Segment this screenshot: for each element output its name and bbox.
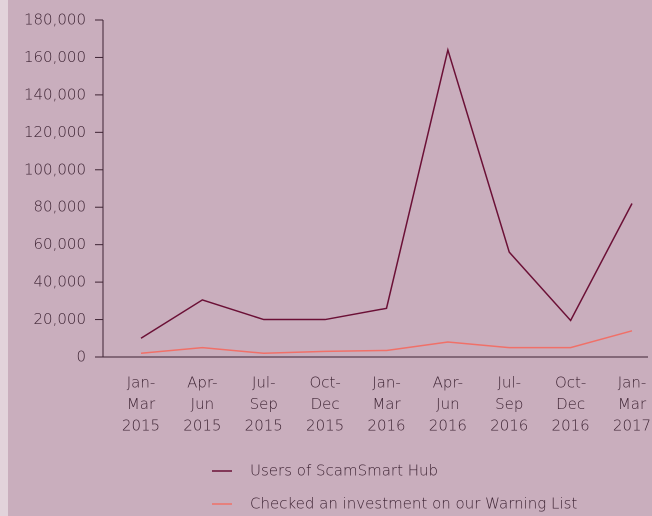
- y-tick-label: 140,000: [24, 85, 86, 103]
- x-tick-label: Jun: [191, 395, 214, 413]
- y-tick-label: 80,000: [34, 198, 87, 216]
- x-tick-label: Apr-: [187, 374, 217, 392]
- left-strip: [0, 0, 8, 516]
- x-tick-label: Jan-: [618, 374, 647, 392]
- x-tick-label: 2015: [245, 417, 283, 435]
- x-tick-label: Jul-: [497, 374, 521, 392]
- y-tick-label: 40,000: [34, 273, 87, 291]
- series-line: [140, 47, 633, 339]
- x-tick-label: Jun: [436, 395, 459, 413]
- legend-label: Users of ScamSmart Hub: [250, 462, 438, 480]
- x-tick-label: 2016: [552, 417, 590, 435]
- x-tick-label: 2017: [613, 417, 651, 435]
- y-tick-label: 100,000: [24, 160, 86, 178]
- x-tick-label: 2016: [367, 417, 405, 435]
- y-tick-label: 20,000: [34, 310, 87, 328]
- legend-label: Checked an investment on our Warning Lis…: [250, 495, 577, 513]
- x-tick-label: Jan-: [372, 374, 401, 392]
- x-tick-label: 2015: [183, 417, 221, 435]
- x-tick-label: 2016: [490, 417, 528, 435]
- x-tick-label: 2016: [429, 417, 467, 435]
- x-tick-label: 2015: [122, 417, 160, 435]
- y-tick-label: 60,000: [34, 235, 87, 253]
- x-tick-label: Mar: [618, 395, 647, 413]
- y-tick-label: 180,000: [24, 11, 86, 29]
- y-tick-label: 160,000: [24, 48, 86, 66]
- series-line: [140, 330, 633, 355]
- x-tick-label: Mar: [372, 395, 401, 413]
- x-tick-label: Apr-: [433, 374, 463, 392]
- x-tick-label: 2015: [306, 417, 344, 435]
- y-tick-label: 0: [76, 348, 86, 366]
- x-tick-label: Oct-: [555, 374, 586, 392]
- x-tick-label: Jan-: [127, 374, 156, 392]
- x-tick-label: Mar: [127, 395, 156, 413]
- x-tick-label: Dec: [556, 395, 585, 413]
- x-tick-label: Oct-: [309, 374, 340, 392]
- x-tick-label: Jul-: [252, 374, 276, 392]
- x-tick-label: Sep: [495, 395, 523, 413]
- x-tick-label: Sep: [250, 395, 278, 413]
- y-tick-label: 120,000: [24, 123, 86, 141]
- x-tick-label: Dec: [311, 395, 340, 413]
